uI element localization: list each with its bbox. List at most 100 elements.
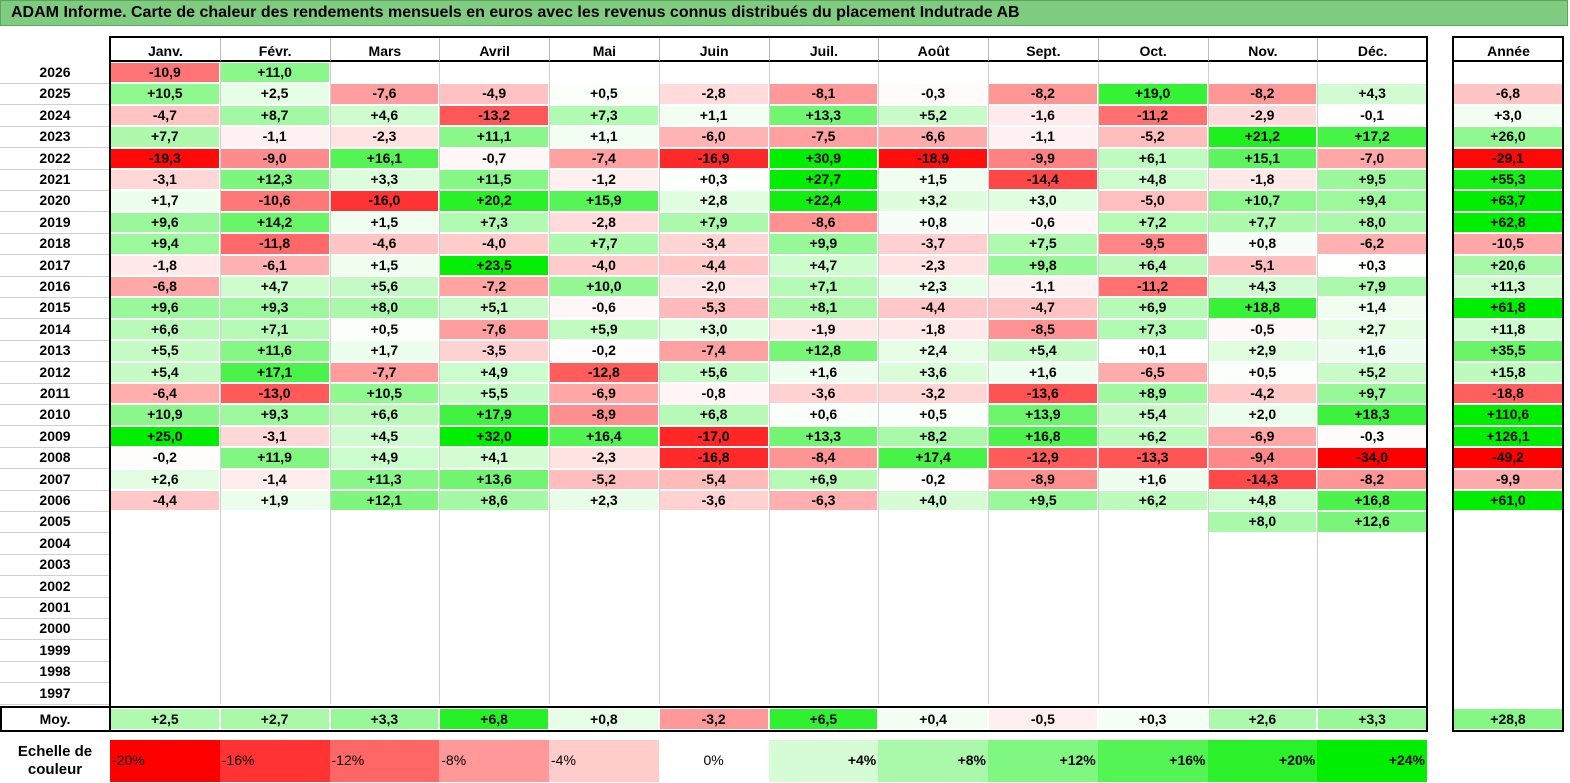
heatmap-cell: +27,7	[769, 170, 878, 190]
heatmap-cell	[550, 641, 658, 660]
heatmap-cell: +4,8	[1208, 491, 1317, 511]
heatmap-cell: +8,6	[440, 491, 548, 511]
heatmap-cell: +0,5	[330, 319, 439, 340]
heatmap-cell: +11,3	[330, 469, 439, 489]
heatmap-cell	[660, 63, 768, 82]
heatmap-cell: -7,5	[769, 127, 878, 147]
grid-line	[0, 168, 110, 170]
heatmap-cell: +9,3	[220, 298, 329, 318]
heatmap-cell: -0,7	[440, 148, 548, 168]
row-year-label: 2023	[39, 128, 71, 145]
heatmap-cell: +5,5	[440, 384, 548, 404]
heatmap-cell	[1209, 598, 1317, 617]
row-year-label: 2008	[39, 449, 71, 466]
heatmap-cell: +1,5	[879, 170, 987, 190]
row-year-label: 2006	[39, 492, 71, 508]
heatmap-cell	[989, 598, 1097, 617]
month-header: Juin	[658, 36, 769, 62]
heatmap-cell: +8,0	[1208, 512, 1317, 532]
heatmap-cell: +1,6	[769, 362, 878, 382]
heatmap-cell	[660, 512, 768, 531]
annual-cell: -18,8	[1453, 384, 1563, 404]
heatmap-cell	[111, 555, 219, 574]
heatmap-cell: +16,4	[550, 426, 658, 447]
annual-cell: +3,0	[1453, 105, 1563, 126]
heatmap-cell	[1209, 662, 1317, 681]
heatmap-cell	[331, 534, 439, 553]
row-year-label: 2001	[39, 599, 71, 615]
heatmap-cell: +17,9	[440, 405, 548, 425]
row-year-label: 2010	[39, 406, 71, 423]
heatmap-cell: +6,6	[330, 405, 439, 425]
heatmap-cell: +13,3	[769, 105, 878, 126]
annual-cell: +61,0	[1453, 491, 1563, 511]
heatmap-cell: +10,5	[111, 84, 219, 104]
annual-cell: +35,5	[1453, 341, 1563, 361]
heatmap-cell: +6,1	[1098, 148, 1207, 168]
heatmap-cell	[1099, 662, 1207, 681]
heatmap-cell: -5,0	[1098, 191, 1207, 211]
heatmap-cell	[111, 619, 219, 638]
heatmap-cell	[331, 512, 439, 531]
heatmap-cell: +6,9	[1098, 298, 1207, 318]
heatmap-cell: -8,9	[550, 405, 658, 425]
heatmap-cell: +7,2	[1098, 212, 1207, 233]
heatmap-cell: +9,5	[1318, 170, 1426, 190]
heatmap-cell: +6,2	[1098, 491, 1207, 511]
heatmap-cell: +3,6	[879, 362, 987, 382]
month-header: Sept.	[988, 36, 1098, 62]
heatmap-cell: -8,2	[989, 84, 1097, 104]
grid-line	[0, 339, 110, 341]
heatmap-cell	[989, 662, 1097, 681]
heatmap-cell	[331, 662, 439, 681]
heatmap-cell: -7,6	[330, 84, 439, 104]
heatmap-cell: +30,9	[769, 148, 878, 168]
heatmap-cell: +7,7	[550, 234, 658, 254]
heatmap-cell: -4,2	[1208, 384, 1317, 404]
heatmap-cell: +9,6	[111, 212, 219, 233]
heatmap-cell: -0,6	[550, 298, 658, 318]
heatmap-cell: -6,9	[1208, 426, 1317, 447]
heatmap-cell: -12,9	[989, 448, 1097, 468]
heatmap-cell: +9,8	[989, 255, 1097, 275]
heatmap-cell: -2,3	[330, 127, 439, 147]
color-scale-swatch: +16%	[1097, 740, 1208, 782]
heatmap-cell: +5,5	[111, 341, 219, 361]
heatmap-cell: +9,3	[220, 405, 329, 425]
heatmap-cell: -3,1	[220, 426, 329, 447]
grid-line	[0, 318, 110, 320]
heatmap-cell: +11,5	[440, 170, 548, 190]
heatmap-cell: +1,9	[220, 491, 329, 511]
row-year-label: 2020	[39, 192, 71, 209]
color-scale-swatch: +4%	[768, 740, 879, 782]
heatmap-cell: -11,2	[1098, 277, 1207, 297]
heatmap-cell	[879, 662, 987, 681]
heatmap-cell	[1099, 641, 1207, 660]
color-scale-swatch: -12%	[329, 740, 440, 782]
heatmap-cell: +25,0	[111, 426, 219, 447]
heatmap-cell: +16,1	[330, 148, 439, 168]
heatmap-cell: -1,9	[769, 319, 878, 340]
heatmap-cell: -4,0	[550, 255, 658, 275]
grid-line	[768, 62, 770, 704]
annual-cell: +55,3	[1453, 170, 1563, 190]
heatmap-cell: -4,4	[111, 491, 219, 511]
heatmap-cell: -6,9	[550, 384, 658, 404]
heatmap-cell	[1099, 555, 1207, 574]
heatmap-cell: -0,2	[111, 448, 219, 468]
heatmap-cell: -5,3	[659, 298, 768, 318]
heatmap-cell	[989, 619, 1097, 638]
average-cell: +0,8	[550, 709, 658, 729]
heatmap-cell	[660, 598, 768, 617]
heatmap-cell: -2,3	[879, 255, 987, 275]
month-header: Août	[878, 36, 988, 62]
heatmap-cell: +13,3	[769, 426, 878, 447]
heatmap-cell: +9,6	[111, 298, 219, 318]
annual-cell: +11,3	[1453, 277, 1563, 297]
row-year-label: 2025	[39, 85, 71, 102]
heatmap-cell: +7,7	[111, 127, 219, 147]
average-cell: +0,3	[1098, 709, 1207, 729]
heatmap-cell: +4,9	[440, 362, 548, 382]
heatmap-cell: +18,8	[1208, 298, 1317, 318]
heatmap-cell	[1099, 619, 1207, 638]
